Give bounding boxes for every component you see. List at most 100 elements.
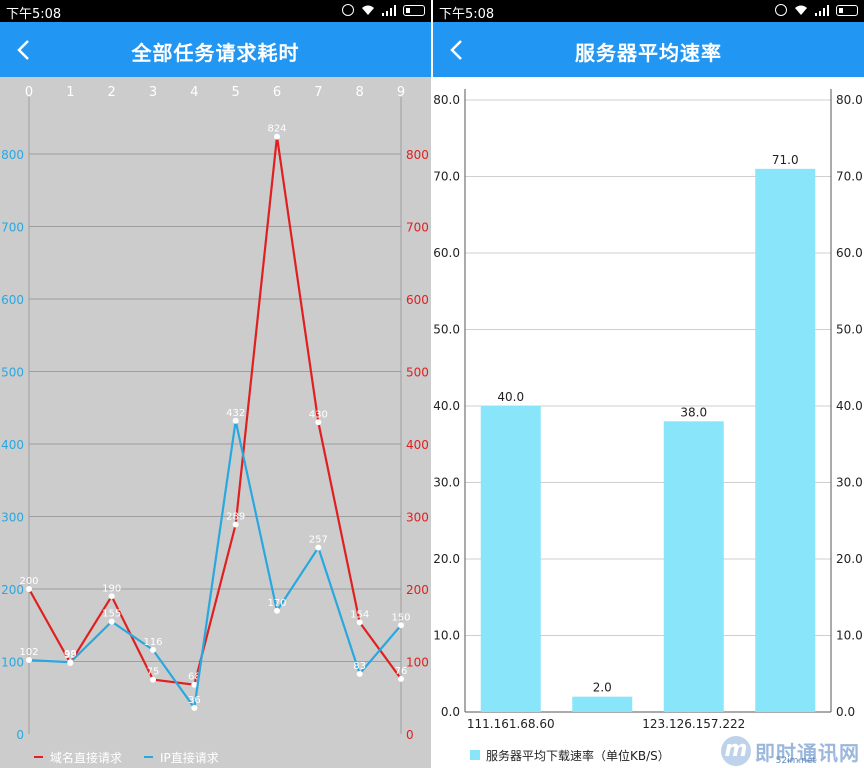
y-tick-label-left: 0 xyxy=(16,728,24,742)
data-label: 289 xyxy=(226,511,245,522)
data-point xyxy=(26,657,32,664)
y-tick-label-left: 700 xyxy=(1,221,24,235)
y-tick-label-left: 600 xyxy=(1,293,24,307)
data-point xyxy=(232,521,239,528)
back-arrow-icon[interactable] xyxy=(8,32,44,68)
y-tick-label-left: 80.0 xyxy=(433,93,460,107)
data-label: 83 xyxy=(353,661,366,672)
y-tick-label-right: 800 xyxy=(406,148,429,162)
data-label: 150 xyxy=(391,612,410,623)
y-tick-label-right: 70.0 xyxy=(836,170,863,184)
bar-value-label: 40.0 xyxy=(497,390,524,404)
watermark-logo: m xyxy=(721,736,751,766)
y-tick-label-left: 500 xyxy=(1,366,24,380)
data-point xyxy=(356,619,363,626)
signal-icon xyxy=(815,4,829,16)
y-tick-label-right: 200 xyxy=(406,583,429,597)
y-tick-label-right: 500 xyxy=(406,366,429,380)
data-label: 154 xyxy=(350,609,369,620)
alarm-icon xyxy=(342,4,354,16)
bar-chart: 0.0 0.0 10.0 10.0 20.0 20.0 30.0 30.0 40.0 40.0 50… xyxy=(433,89,863,763)
screen-divider xyxy=(431,0,433,768)
bar-value-label: 71.0 xyxy=(772,153,799,167)
data-label: 430 xyxy=(309,409,328,420)
data-label: 155 xyxy=(102,609,121,620)
battery-icon xyxy=(836,4,858,16)
signal-icon xyxy=(382,4,396,16)
app-header: 全部任务请求耗时 xyxy=(0,22,431,77)
data-point xyxy=(108,618,115,625)
left-phone-screen: 下午5:08 全部任务请求耗时 0 0 100 100 200 200 300 300 400 4… xyxy=(0,0,431,768)
data-point xyxy=(398,622,404,629)
x-tick-label: 2 xyxy=(108,85,116,100)
y-tick-label-left: 200 xyxy=(1,583,24,597)
data-label: 99 xyxy=(64,649,77,660)
x-tick-label: 7 xyxy=(314,85,322,100)
y-tick-label-right: 40.0 xyxy=(836,399,863,413)
x-tick-label: 4 xyxy=(190,85,198,100)
legend-swatch xyxy=(470,750,480,760)
bar-value-label: 38.0 xyxy=(680,405,707,419)
y-tick-label-left: 400 xyxy=(1,438,24,452)
app-header: 服务器平均速率 xyxy=(433,22,864,77)
bar xyxy=(572,696,633,712)
page-title: 全部任务请求耗时 xyxy=(131,41,300,65)
back-arrow-icon[interactable] xyxy=(441,32,477,68)
y-tick-label-left: 300 xyxy=(1,511,24,525)
watermark-text: 即时通讯网 xyxy=(755,740,860,765)
legend-label: IP直接请求 xyxy=(160,750,219,765)
data-point xyxy=(150,646,156,653)
data-point xyxy=(150,676,156,683)
bar xyxy=(663,421,724,712)
y-tick-label-right: 400 xyxy=(406,438,429,452)
y-tick-label-left: 40.0 xyxy=(433,399,460,413)
x-tick-label: 5 xyxy=(232,85,240,100)
wifi-icon xyxy=(795,5,807,15)
data-label: 824 xyxy=(267,124,286,135)
data-label: 190 xyxy=(102,583,121,594)
data-point xyxy=(191,681,198,688)
x-tick-label: 0 xyxy=(25,85,33,100)
y-tick-label-right: 10.0 xyxy=(836,629,863,643)
y-tick-label-right: 0 xyxy=(406,728,414,742)
battery-icon xyxy=(403,4,425,16)
y-tick-label-left: 70.0 xyxy=(433,170,460,184)
data-label: 36 xyxy=(188,695,201,706)
x-tick-label: 3 xyxy=(149,85,157,100)
y-tick-label-left: 50.0 xyxy=(433,323,460,337)
legend-label: 域名直接请求 xyxy=(50,750,122,765)
watermark-url: 52im.net xyxy=(775,756,816,766)
x-tick-label: 9 xyxy=(397,85,405,100)
x-category-label: 111.161.68.60 xyxy=(467,717,555,731)
page-title: 服务器平均速率 xyxy=(575,41,722,65)
data-label: 116 xyxy=(143,637,162,648)
status-bar: 下午5:08 xyxy=(0,0,431,22)
data-point xyxy=(315,419,322,426)
data-label: 98 xyxy=(64,650,77,661)
data-point xyxy=(356,670,363,677)
data-label: 75 xyxy=(147,667,160,678)
y-tick-label-right: 30.0 xyxy=(836,476,863,490)
y-tick-label-right: 50.0 xyxy=(836,323,863,337)
x-category-label: 123.126.157.222 xyxy=(642,717,745,731)
y-tick-label-right: 0.0 xyxy=(836,705,855,719)
data-point xyxy=(398,675,404,682)
data-point xyxy=(67,659,74,666)
bar xyxy=(480,406,541,712)
data-label: 170 xyxy=(267,598,286,609)
status-bar: 下午5:08 xyxy=(433,0,864,22)
data-point xyxy=(108,593,115,600)
y-tick-label-left: 10.0 xyxy=(433,629,460,643)
data-point xyxy=(274,133,280,140)
data-point xyxy=(315,544,322,551)
data-label: 102 xyxy=(19,647,38,658)
y-tick-label-right: 600 xyxy=(406,293,429,307)
status-time: 下午5:08 xyxy=(439,7,495,22)
y-tick-label-right: 80.0 xyxy=(836,93,863,107)
wifi-icon xyxy=(362,5,374,15)
x-tick-label: 1 xyxy=(66,85,74,100)
y-tick-label-left: 800 xyxy=(1,148,24,162)
bar-value-label: 2.0 xyxy=(593,681,612,695)
data-point xyxy=(274,607,280,614)
